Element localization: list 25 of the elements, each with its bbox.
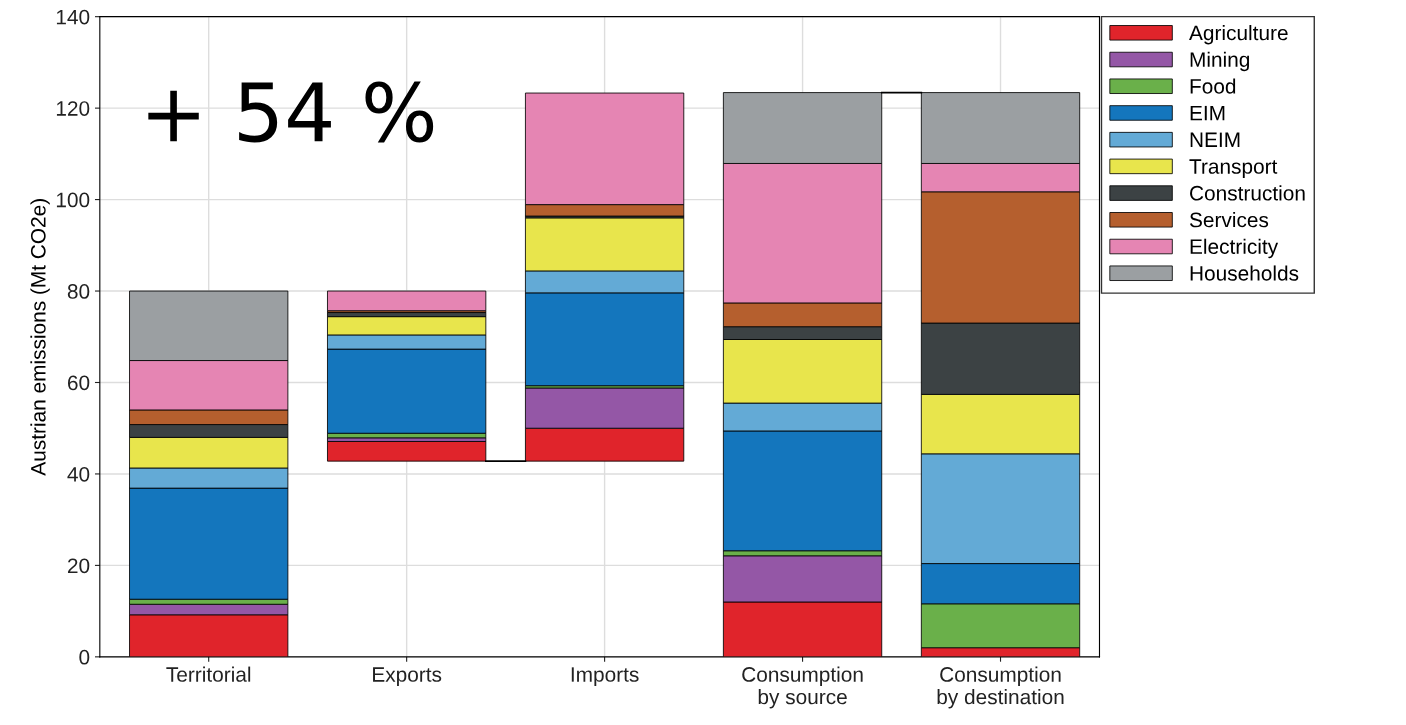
- y-tick-label: 0: [79, 649, 90, 665]
- legend-label: Electricity: [1190, 238, 1279, 259]
- annotation: + 54 %: [148, 81, 434, 143]
- legend-label: Mining: [1190, 51, 1250, 72]
- x-tick-label: Imports: [571, 667, 639, 686]
- x-tick-label: Consumption by destination: [937, 666, 1064, 709]
- x-tick-label: Exports: [373, 667, 442, 686]
- y-tick-label: 20: [67, 558, 90, 574]
- y-tick-label: 80: [67, 284, 90, 299]
- legend-label: NEIM: [1190, 132, 1240, 147]
- y-tick-label: 140: [56, 9, 90, 25]
- legend-label: Food: [1190, 78, 1236, 94]
- legend-label: Agriculture: [1189, 25, 1288, 45]
- legend-label: Transport: [1189, 159, 1278, 178]
- legend-label: Construction: [1190, 185, 1305, 201]
- y-tick-label: 100: [56, 192, 90, 208]
- legend-label: Services: [1189, 211, 1269, 228]
- y-tick-label: 120: [56, 101, 90, 116]
- y-tick-label: 40: [67, 466, 90, 482]
- x-tick-label: Consumption by source: [742, 666, 863, 709]
- y-tick-label: 60: [67, 375, 90, 391]
- x-tick-label: Territorial: [166, 666, 251, 682]
- y-axis-title: Austrian emissions (Mt CO2e): [30, 199, 50, 476]
- legend-label: Households: [1190, 265, 1299, 281]
- legend-label: EIM: [1190, 105, 1225, 121]
